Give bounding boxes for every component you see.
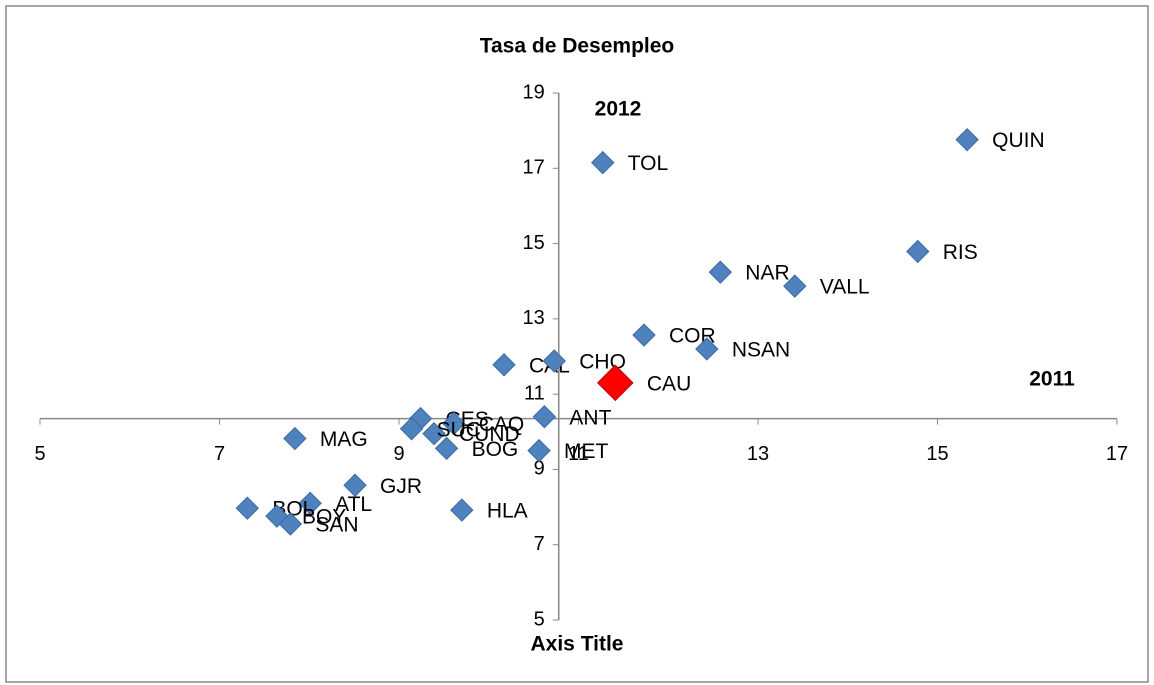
data-point — [532, 405, 557, 429]
point-label: NSAN — [732, 339, 790, 362]
data-point — [434, 436, 459, 461]
data-point — [708, 260, 733, 284]
chart-title: Tasa de Desempleo — [480, 35, 675, 58]
data-point — [695, 337, 719, 361]
data-point — [542, 349, 566, 373]
y-tick-label: 15 — [523, 232, 545, 254]
data-point — [527, 438, 551, 463]
y-tick-label: 17 — [523, 157, 545, 179]
data-point — [632, 323, 656, 347]
point-label: RIS — [943, 241, 978, 264]
data-point — [492, 353, 516, 377]
data-point — [955, 127, 979, 152]
x-tick-label: 13 — [747, 443, 769, 465]
x-tick-label: 9 — [393, 443, 404, 465]
point-label: ANT — [569, 406, 611, 429]
point-label: GJR — [380, 475, 422, 498]
point-label: TOL — [628, 152, 668, 175]
point-label: QUIN — [992, 129, 1044, 152]
x-tick-label: 7 — [214, 443, 225, 465]
y-tick-label: 13 — [523, 307, 545, 329]
x-axis-title: Axis Title — [531, 633, 624, 656]
y-tick-label: 9 — [534, 458, 545, 480]
point-label: CAU — [647, 372, 691, 395]
annotation: 2012 — [595, 98, 642, 121]
y-tick-label: 5 — [534, 608, 545, 630]
x-tick-label: 11 — [568, 443, 589, 465]
y-tick-label: 19 — [523, 81, 545, 103]
x-tick-label: 17 — [1106, 443, 1128, 465]
point-label: SUC — [437, 418, 481, 441]
data-point — [442, 411, 466, 436]
data-point — [278, 512, 303, 536]
data-point — [783, 274, 807, 298]
point-label: ATL — [335, 493, 372, 516]
point-label: SAN — [315, 514, 358, 537]
data-point — [298, 491, 322, 516]
y-tick-label: 7 — [534, 533, 545, 555]
point-label: MET — [564, 440, 609, 463]
data-point — [906, 239, 930, 264]
data-point — [265, 504, 289, 528]
point-label: MAG — [320, 428, 368, 451]
data-point — [591, 150, 615, 175]
data-point — [283, 426, 307, 451]
annotation: 2011 — [1029, 368, 1075, 391]
point-label: CUND — [459, 423, 520, 446]
point-label: HLA — [487, 500, 528, 523]
data-point — [399, 417, 424, 441]
data-point — [235, 496, 260, 520]
point-label: BOG — [472, 438, 519, 461]
point-label: CAQ — [479, 413, 525, 436]
x-tick-label: 5 — [34, 443, 45, 465]
data-point — [343, 473, 367, 497]
data-point — [422, 421, 446, 446]
point-label: BOY — [302, 506, 346, 529]
point-label: VALL — [820, 276, 870, 299]
data-point — [596, 364, 634, 402]
data-point — [450, 498, 474, 522]
x-tick-label: 15 — [926, 443, 948, 465]
y-tick-label: 11 — [524, 382, 545, 404]
point-label: NAR — [745, 262, 789, 285]
chart-frame — [5, 5, 1149, 683]
